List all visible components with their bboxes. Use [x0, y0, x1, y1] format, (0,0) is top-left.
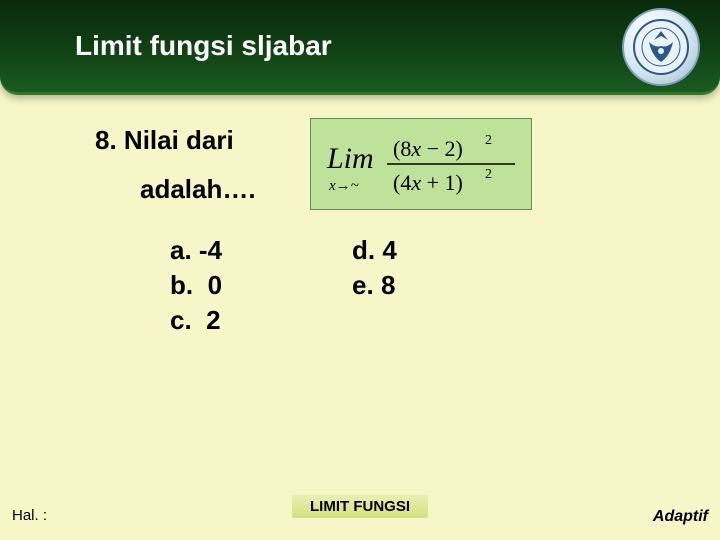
- logo-inner-circle: [633, 19, 689, 75]
- options-right-col: d. 4 e. 8: [352, 235, 397, 336]
- slide-title: Limit fungsi sljabar: [75, 30, 332, 62]
- tut-wuri-icon: [640, 26, 682, 68]
- option-e: e. 8: [352, 270, 397, 301]
- footer-subject: LIMIT FUNGSI: [292, 495, 428, 518]
- content-area: 8. Nilai dari adalah…. a. -4 b. 0 c. 2 d…: [95, 125, 655, 336]
- footer-adaptif: Adaptif: [653, 508, 708, 526]
- slide-header: Limit fungsi sljabar: [0, 0, 720, 95]
- footer-center-wrap: LIMIT FUNGSI: [0, 495, 720, 518]
- option-a: a. -4: [170, 235, 222, 266]
- education-logo: [622, 8, 700, 86]
- question-number: 8.: [95, 125, 117, 155]
- slide: Limit fungsi sljabar Lim x→~ (8x − 2) 2 …: [0, 0, 720, 540]
- options-container: a. -4 b. 0 c. 2 d. 4 e. 8: [170, 235, 655, 336]
- option-d: d. 4: [352, 235, 397, 266]
- option-b: b. 0: [170, 270, 222, 301]
- question-prompt: 8. Nilai dari: [95, 125, 655, 156]
- options-left-col: a. -4 b. 0 c. 2: [170, 235, 222, 336]
- option-c: c. 2: [170, 305, 222, 336]
- question-text: Nilai dari: [124, 125, 234, 155]
- question-cont: adalah….: [140, 174, 655, 205]
